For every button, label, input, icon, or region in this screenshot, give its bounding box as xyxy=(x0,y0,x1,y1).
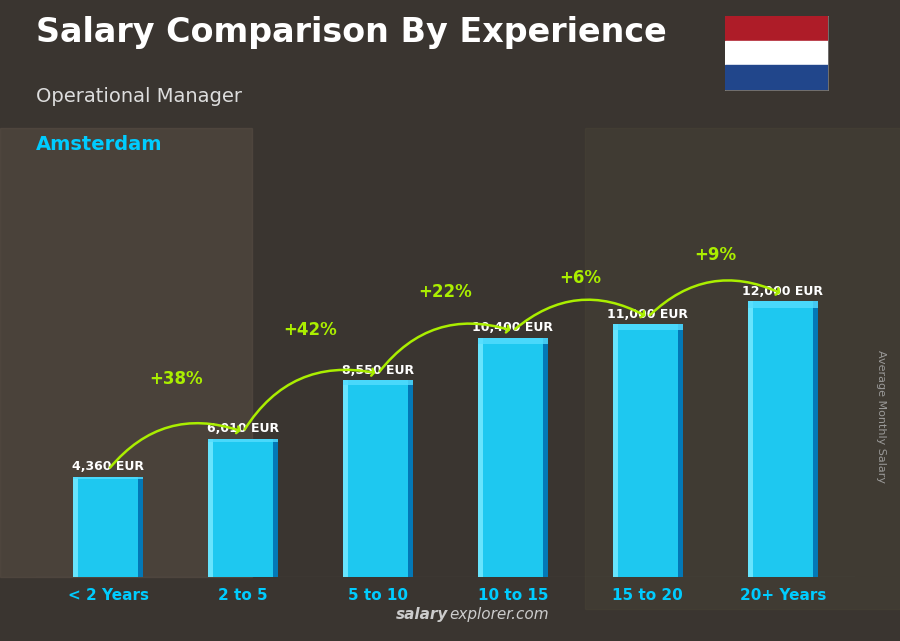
Bar xyxy=(208,438,213,577)
Bar xyxy=(724,65,828,90)
Bar xyxy=(478,338,548,577)
Text: Salary Comparison By Experience: Salary Comparison By Experience xyxy=(36,16,667,49)
Text: 12,000 EUR: 12,000 EUR xyxy=(742,285,824,297)
Bar xyxy=(748,301,818,577)
Bar xyxy=(678,324,683,577)
Text: Average Monthly Salary: Average Monthly Salary xyxy=(877,350,886,483)
Text: explorer.com: explorer.com xyxy=(449,607,549,622)
Bar xyxy=(748,301,818,308)
Bar xyxy=(748,301,752,577)
Text: salary: salary xyxy=(396,607,448,622)
Text: +22%: +22% xyxy=(418,283,472,301)
Bar xyxy=(613,324,683,577)
Text: +42%: +42% xyxy=(284,321,338,339)
Bar xyxy=(343,380,413,577)
Bar xyxy=(73,477,143,577)
Text: 8,550 EUR: 8,550 EUR xyxy=(342,364,414,377)
Text: +9%: +9% xyxy=(694,246,736,264)
Bar xyxy=(343,380,413,385)
Text: Operational Manager: Operational Manager xyxy=(36,87,242,106)
Bar xyxy=(724,16,828,40)
Text: Amsterdam: Amsterdam xyxy=(36,135,163,154)
Text: 6,010 EUR: 6,010 EUR xyxy=(207,422,279,435)
Bar xyxy=(73,477,78,577)
Bar xyxy=(343,380,348,577)
Text: 4,360 EUR: 4,360 EUR xyxy=(72,460,144,473)
Bar xyxy=(813,301,818,577)
Bar xyxy=(409,380,413,577)
Bar xyxy=(585,128,900,609)
Bar xyxy=(208,438,278,577)
Bar xyxy=(139,477,143,577)
Bar xyxy=(208,438,278,442)
Bar xyxy=(73,477,143,479)
Bar xyxy=(0,128,252,577)
Bar xyxy=(613,324,617,577)
Text: 11,000 EUR: 11,000 EUR xyxy=(608,308,688,320)
Bar xyxy=(478,338,548,344)
Bar xyxy=(613,324,683,330)
Bar xyxy=(724,40,828,65)
Bar xyxy=(543,338,548,577)
Bar xyxy=(478,338,482,577)
Bar xyxy=(274,438,278,577)
Text: +38%: +38% xyxy=(148,370,202,388)
Text: 10,400 EUR: 10,400 EUR xyxy=(472,321,554,335)
Text: +6%: +6% xyxy=(560,269,601,287)
